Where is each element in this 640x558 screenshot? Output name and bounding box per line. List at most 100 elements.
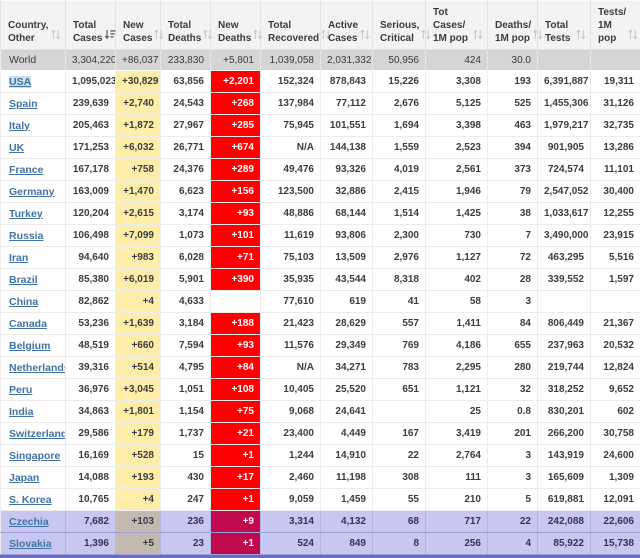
country-link[interactable]: Singapore xyxy=(9,450,60,462)
total_tests-cell: 143,919 xyxy=(538,445,591,467)
name-cell: Canada xyxy=(1,313,66,335)
country-link[interactable]: China xyxy=(9,296,38,308)
column-label: New Deaths xyxy=(218,19,251,45)
column-header-deaths_1m[interactable]: Deaths/ 1M pop xyxy=(488,1,538,50)
column-header-active_cases[interactable]: Active Cases xyxy=(321,1,373,50)
country-link[interactable]: USA xyxy=(9,76,31,88)
country-link[interactable]: UK xyxy=(9,142,24,154)
total_recovered-cell: 10,405 xyxy=(261,379,321,401)
country-link[interactable]: Switzerland xyxy=(9,428,66,440)
total_cases-cell: 171,253 xyxy=(66,137,116,159)
column-header-new_deaths[interactable]: New Deaths xyxy=(211,1,261,50)
country-link[interactable]: S. Korea xyxy=(9,494,52,506)
deaths_1m-cell: 463 xyxy=(488,115,538,137)
total_recovered-cell: 2,460 xyxy=(261,467,321,489)
total_recovered-cell: N/A xyxy=(261,357,321,379)
active_cases-cell: 43,544 xyxy=(321,269,373,291)
tot_cases_1m-cell: 5,125 xyxy=(426,93,488,115)
new_cases-cell: +7,099 xyxy=(116,225,161,247)
country-link[interactable]: Czechia xyxy=(9,516,49,528)
total_deaths-cell: 15 xyxy=(161,445,211,467)
new_deaths-cell: +289 xyxy=(211,159,261,181)
country-link[interactable]: Peru xyxy=(9,384,32,396)
serious_critical-cell: 50,956 xyxy=(373,50,426,71)
total_cases-cell: 7,682 xyxy=(66,511,116,533)
name-cell: Belgium xyxy=(1,335,66,357)
country-link[interactable]: Belgium xyxy=(9,340,50,352)
country-link[interactable]: Turkey xyxy=(9,208,43,220)
sort-desc-icon[interactable] xyxy=(104,29,116,45)
sort-toggle-icon[interactable] xyxy=(360,29,370,45)
column-header-total_recovered[interactable]: Total Recovered xyxy=(261,1,321,50)
new_cases-cell: +1,872 xyxy=(116,115,161,137)
serious_critical-cell: 55 xyxy=(373,489,426,511)
deaths_1m-cell: 79 xyxy=(488,181,538,203)
country-link[interactable]: Netherlands xyxy=(9,362,66,374)
new_cases-cell: +660 xyxy=(116,335,161,357)
name-cell: Slovakia xyxy=(1,533,66,555)
active_cases-cell: 878,843 xyxy=(321,71,373,93)
deaths_1m-cell: 7 xyxy=(488,225,538,247)
new_deaths-cell: +1 xyxy=(211,489,261,511)
tot_cases_1m-cell: 1,946 xyxy=(426,181,488,203)
name-cell: S. Korea xyxy=(1,489,66,511)
column-header-name[interactable]: Country, Other xyxy=(1,1,66,50)
name-cell: India xyxy=(1,401,66,423)
serious_critical-cell: 1,514 xyxy=(373,203,426,225)
sort-toggle-icon[interactable] xyxy=(154,29,164,45)
sort-toggle-icon[interactable] xyxy=(576,29,586,45)
sort-toggle-icon[interactable] xyxy=(253,29,263,45)
column-header-total_tests[interactable]: Total Tests xyxy=(538,1,591,50)
country-link[interactable]: Japan xyxy=(9,472,39,484)
tests_1m-cell: 21,367 xyxy=(591,313,640,335)
new_cases-cell: +4 xyxy=(116,291,161,313)
country-link[interactable]: Brazil xyxy=(9,274,38,286)
column-header-new_cases[interactable]: New Cases xyxy=(116,1,161,50)
country-link[interactable]: India xyxy=(9,406,34,418)
serious_critical-cell xyxy=(373,401,426,423)
new_cases-cell: +983 xyxy=(116,247,161,269)
active_cases-cell: 68,144 xyxy=(321,203,373,225)
serious_critical-cell: 308 xyxy=(373,467,426,489)
total_cases-cell: 163,009 xyxy=(66,181,116,203)
sort-toggle-icon[interactable] xyxy=(203,29,213,45)
tests_1m-cell: 1,309 xyxy=(591,467,640,489)
column-header-tot_cases_1m[interactable]: Tot Cases/ 1M pop xyxy=(426,1,488,50)
new_deaths-cell: +156 xyxy=(211,181,261,203)
deaths_1m-cell: 32 xyxy=(488,379,538,401)
total_cases-cell: 1,396 xyxy=(66,533,116,555)
sort-toggle-icon[interactable] xyxy=(533,29,543,45)
active_cases-cell: 34,271 xyxy=(321,357,373,379)
column-header-total_cases[interactable]: Total Cases xyxy=(66,1,116,50)
country-link[interactable]: Germany xyxy=(9,186,55,198)
name-cell: World xyxy=(1,50,66,71)
total_deaths-cell: 27,967 xyxy=(161,115,211,137)
country-link[interactable]: France xyxy=(9,164,43,176)
serious_critical-cell: 2,300 xyxy=(373,225,426,247)
sort-toggle-icon[interactable] xyxy=(473,29,483,45)
total_recovered-cell: 35,935 xyxy=(261,269,321,291)
active_cases-cell: 93,326 xyxy=(321,159,373,181)
country-link[interactable]: Italy xyxy=(9,120,30,132)
new_cases-cell: +6,032 xyxy=(116,137,161,159)
sort-toggle-icon[interactable] xyxy=(421,29,431,45)
country-link[interactable]: Iran xyxy=(9,252,28,264)
sort-toggle-icon[interactable] xyxy=(51,29,61,45)
column-header-serious_critical[interactable]: Serious, Critical xyxy=(373,1,426,50)
country-link[interactable]: Slovakia xyxy=(9,538,52,550)
column-header-tests_1m[interactable]: Tests/ 1M pop xyxy=(591,1,640,50)
total_deaths-cell: 24,543 xyxy=(161,93,211,115)
deaths_1m-cell: 72 xyxy=(488,247,538,269)
country-link[interactable]: Spain xyxy=(9,98,38,110)
total_recovered-cell: 123,500 xyxy=(261,181,321,203)
sort-toggle-icon[interactable] xyxy=(628,29,638,45)
column-header-total_deaths[interactable]: Total Deaths xyxy=(161,1,211,50)
total_tests-cell: 463,295 xyxy=(538,247,591,269)
country-link[interactable]: Canada xyxy=(9,318,47,330)
world-label: World xyxy=(9,54,36,66)
country-link[interactable]: Russia xyxy=(9,230,43,242)
